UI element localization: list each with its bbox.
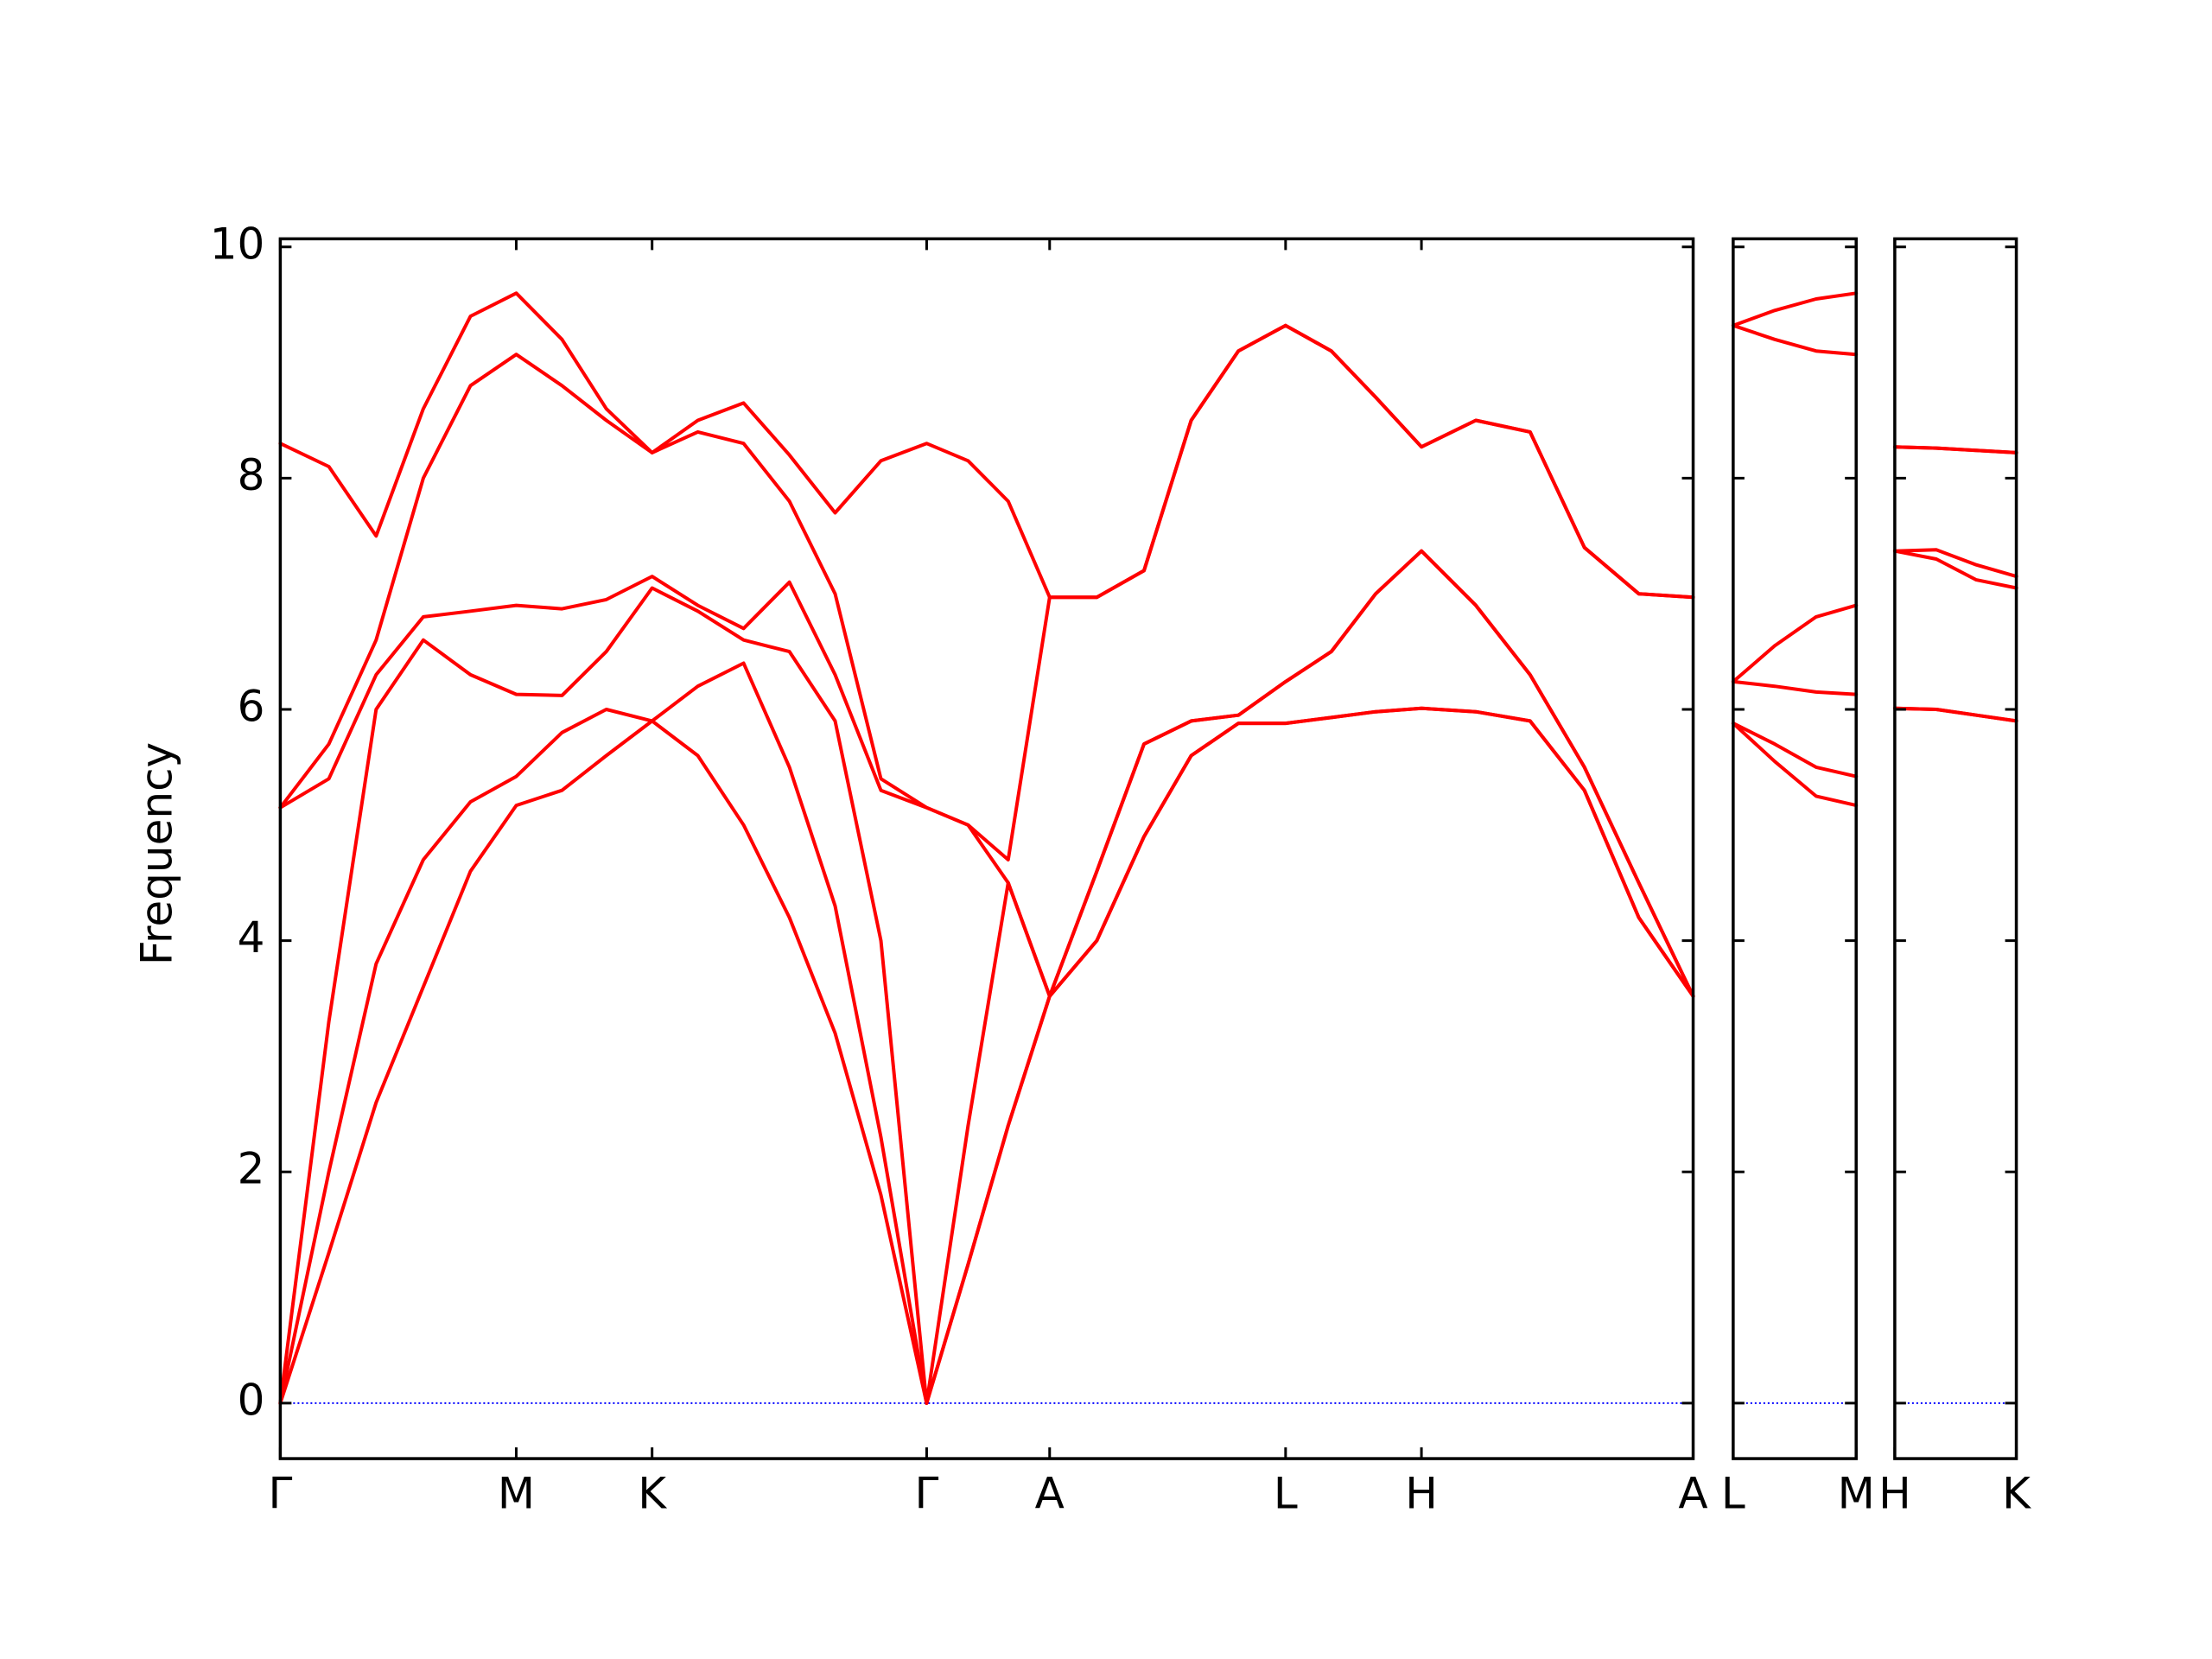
- x-tick-label: K: [638, 1469, 667, 1519]
- band-line: [1731, 721, 1859, 779]
- x-tick-label: A: [1035, 1469, 1065, 1519]
- band-line: [1731, 603, 1859, 683]
- band-line: [278, 291, 1695, 600]
- x-tick-label: H: [1878, 1469, 1911, 1519]
- plot-frame: [1732, 237, 1858, 1460]
- band-line: [278, 706, 1695, 1405]
- band-line: [1892, 445, 2018, 454]
- band-line: [278, 549, 1695, 998]
- x-tick-label: A: [1678, 1469, 1707, 1519]
- plot-frame: [278, 237, 1695, 1460]
- y-tick-label: 2: [238, 1144, 265, 1194]
- y-tick-label: 0: [238, 1375, 265, 1425]
- band-line: [278, 323, 1695, 861]
- y-tick-label: 8: [238, 450, 265, 500]
- x-tick-label: Γ: [268, 1469, 292, 1519]
- x-tick-label: M: [498, 1469, 535, 1519]
- x-tick-label: M: [1838, 1469, 1875, 1519]
- band-line: [1731, 679, 1859, 696]
- x-tick-label: K: [2002, 1469, 2031, 1519]
- y-tick-label: 6: [238, 681, 265, 731]
- y-axis-label: Frequency: [132, 742, 182, 965]
- x-tick-label: H: [1405, 1469, 1438, 1519]
- band-line: [1731, 721, 1859, 808]
- band-line: [1892, 549, 2018, 590]
- band-line: [1731, 291, 1859, 327]
- band-line: [1892, 706, 2018, 723]
- y-tick-label: 10: [210, 219, 265, 269]
- x-tick-label: Γ: [915, 1469, 939, 1519]
- y-tick-label: 4: [238, 912, 265, 963]
- x-tick-label: L: [1274, 1469, 1298, 1519]
- band-line: [278, 549, 1695, 1405]
- plot-frame: [1893, 237, 2018, 1460]
- x-tick-label: L: [1721, 1469, 1745, 1519]
- band-line: [1892, 548, 2018, 579]
- band-line: [1731, 323, 1859, 357]
- band-line: [278, 661, 1695, 1405]
